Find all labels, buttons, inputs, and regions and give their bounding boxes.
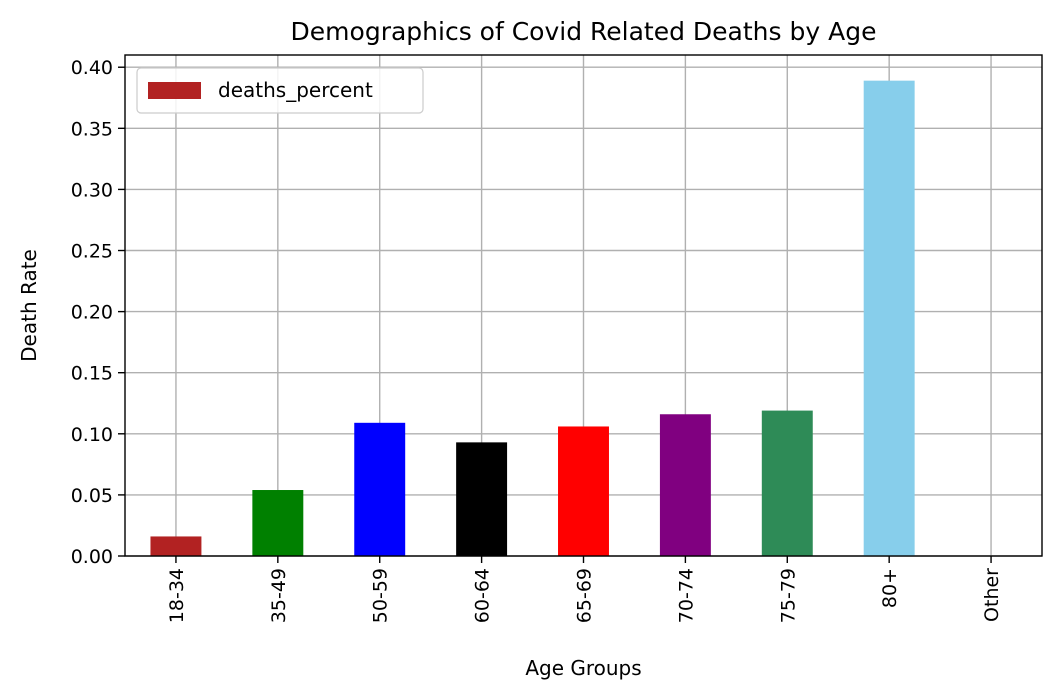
- x-tick-label-80+: 80+: [879, 568, 901, 608]
- y-tick-label: 0.15: [71, 363, 113, 385]
- y-tick-label: 0.40: [71, 57, 113, 79]
- x-axis-label: Age Groups: [525, 656, 641, 680]
- bar-35-49: [252, 490, 304, 556]
- chart-title: Demographics of Covid Related Deaths by …: [291, 17, 877, 46]
- legend-box: [136, 67, 424, 114]
- bar-18-34: [150, 536, 202, 556]
- legend-label-deaths-percent: deaths_percent: [218, 78, 373, 102]
- y-tick-label: 0.05: [71, 485, 113, 507]
- y-tick-label: 0.20: [71, 302, 113, 324]
- bar-60-64: [456, 442, 508, 556]
- y-tick-label: 0.35: [71, 118, 113, 140]
- x-axis: 18-34 35-49 50-59 60-64 65-69 70-74 75-79 80+ Ot…: [166, 556, 1003, 623]
- x-tick-label-35-49: 35-49: [268, 568, 290, 623]
- bar-80+: [863, 80, 915, 556]
- bar-70-74: [659, 414, 711, 556]
- bar-65-69: [558, 426, 609, 556]
- x-tick-label-50-59: 50-59: [370, 568, 392, 623]
- bar-75-79: [761, 410, 813, 556]
- x-tick-label-18-34: 18-34: [166, 568, 188, 623]
- bars: [150, 80, 915, 556]
- x-tick-label-Other: Other: [981, 568, 1003, 622]
- y-axis: 0.00 0.05 0.10 0.15 0.20 0.25 0.30 0.35 0.40: [71, 57, 125, 568]
- legend-swatch-deaths-percent: [148, 82, 201, 99]
- x-tick-label-70-74: 70-74: [675, 568, 697, 623]
- legend: deaths_percent: [136, 67, 424, 114]
- x-tick-label-65-69: 65-69: [574, 568, 596, 623]
- y-tick-label: 0.00: [71, 546, 113, 568]
- x-tick-label-75-79: 75-79: [777, 568, 799, 623]
- y-tick-label: 0.30: [71, 179, 113, 201]
- y-axis-label: Death Rate: [17, 249, 41, 362]
- y-tick-label: 0.25: [71, 241, 113, 263]
- x-tick-label-60-64: 60-64: [472, 568, 494, 623]
- y-tick-label: 0.10: [71, 424, 113, 446]
- bar-50-59: [354, 422, 406, 556]
